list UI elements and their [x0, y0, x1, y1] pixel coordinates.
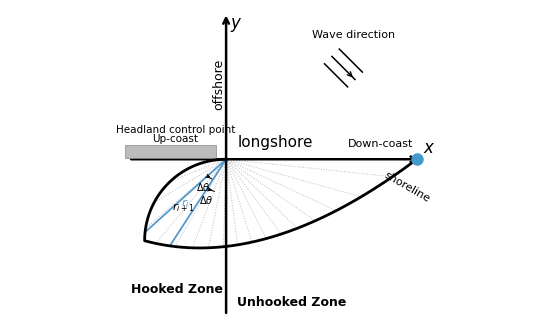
Text: Hooked Zone: Hooked Zone [131, 283, 223, 296]
Text: $y$: $y$ [230, 16, 243, 34]
Bar [125, 145, 216, 158]
Text: shoreline: shoreline [383, 170, 432, 204]
Text: Up-coast: Up-coast [152, 134, 199, 144]
Text: longshore: longshore [237, 135, 313, 150]
Text: $r_{i+1}$: $r_{i+1}$ [172, 202, 195, 214]
Text: $\Delta\theta$: $\Delta\theta$ [196, 180, 210, 192]
Text: Headland control point: Headland control point [116, 125, 235, 135]
Text: $r_i$: $r_i$ [182, 197, 190, 210]
Text: offshore: offshore [212, 58, 226, 110]
Text: Down-coast: Down-coast [348, 139, 414, 150]
Text: $x$: $x$ [424, 139, 436, 157]
Text: $\Delta\theta$: $\Delta\theta$ [199, 194, 213, 206]
Text: Wave direction: Wave direction [312, 30, 395, 40]
Text: Unhooked Zone: Unhooked Zone [236, 296, 346, 309]
